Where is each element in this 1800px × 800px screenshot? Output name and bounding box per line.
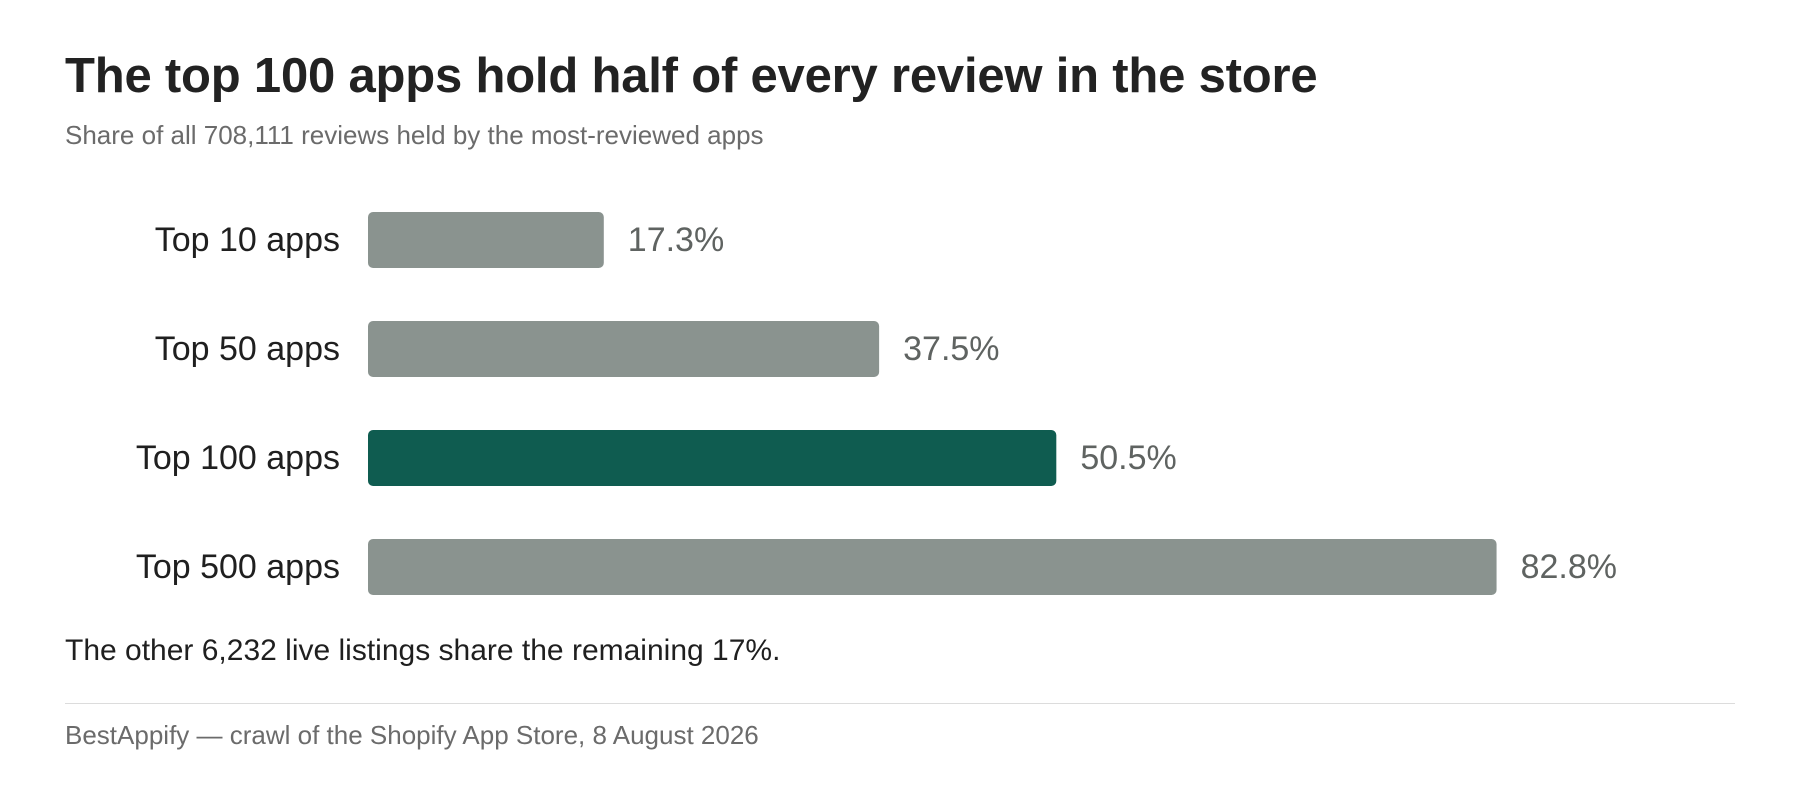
bar <box>368 212 604 268</box>
chart-title: The top 100 apps hold half of every revi… <box>65 49 1318 103</box>
category-label: Top 500 apps <box>136 548 340 586</box>
bar <box>368 321 880 377</box>
source-credit: BestAppify — crawl of the Shopify App St… <box>65 720 759 750</box>
footer-divider <box>65 703 1735 704</box>
value-label: 82.8% <box>1521 548 1617 586</box>
bar <box>368 539 1497 595</box>
chart-note: The other 6,232 live listings share the … <box>65 634 781 667</box>
value-label: 17.3% <box>628 221 724 259</box>
bar-chart: Top 10 apps 17.3% Top 50 apps 37.5% Top 100 … <box>136 212 1617 595</box>
category-label: Top 50 apps <box>155 330 340 368</box>
category-label: Top 100 apps <box>136 439 340 477</box>
value-label: 50.5% <box>1080 439 1176 477</box>
bars-layer: Top 10 apps 17.3% Top 50 apps 37.5% Top 100 … <box>136 212 1617 595</box>
category-label: Top 10 apps <box>155 221 340 259</box>
bar <box>368 430 1057 486</box>
value-label: 37.5% <box>903 330 999 368</box>
chart-subtitle: Share of all 708,111 reviews held by the… <box>65 120 764 150</box>
